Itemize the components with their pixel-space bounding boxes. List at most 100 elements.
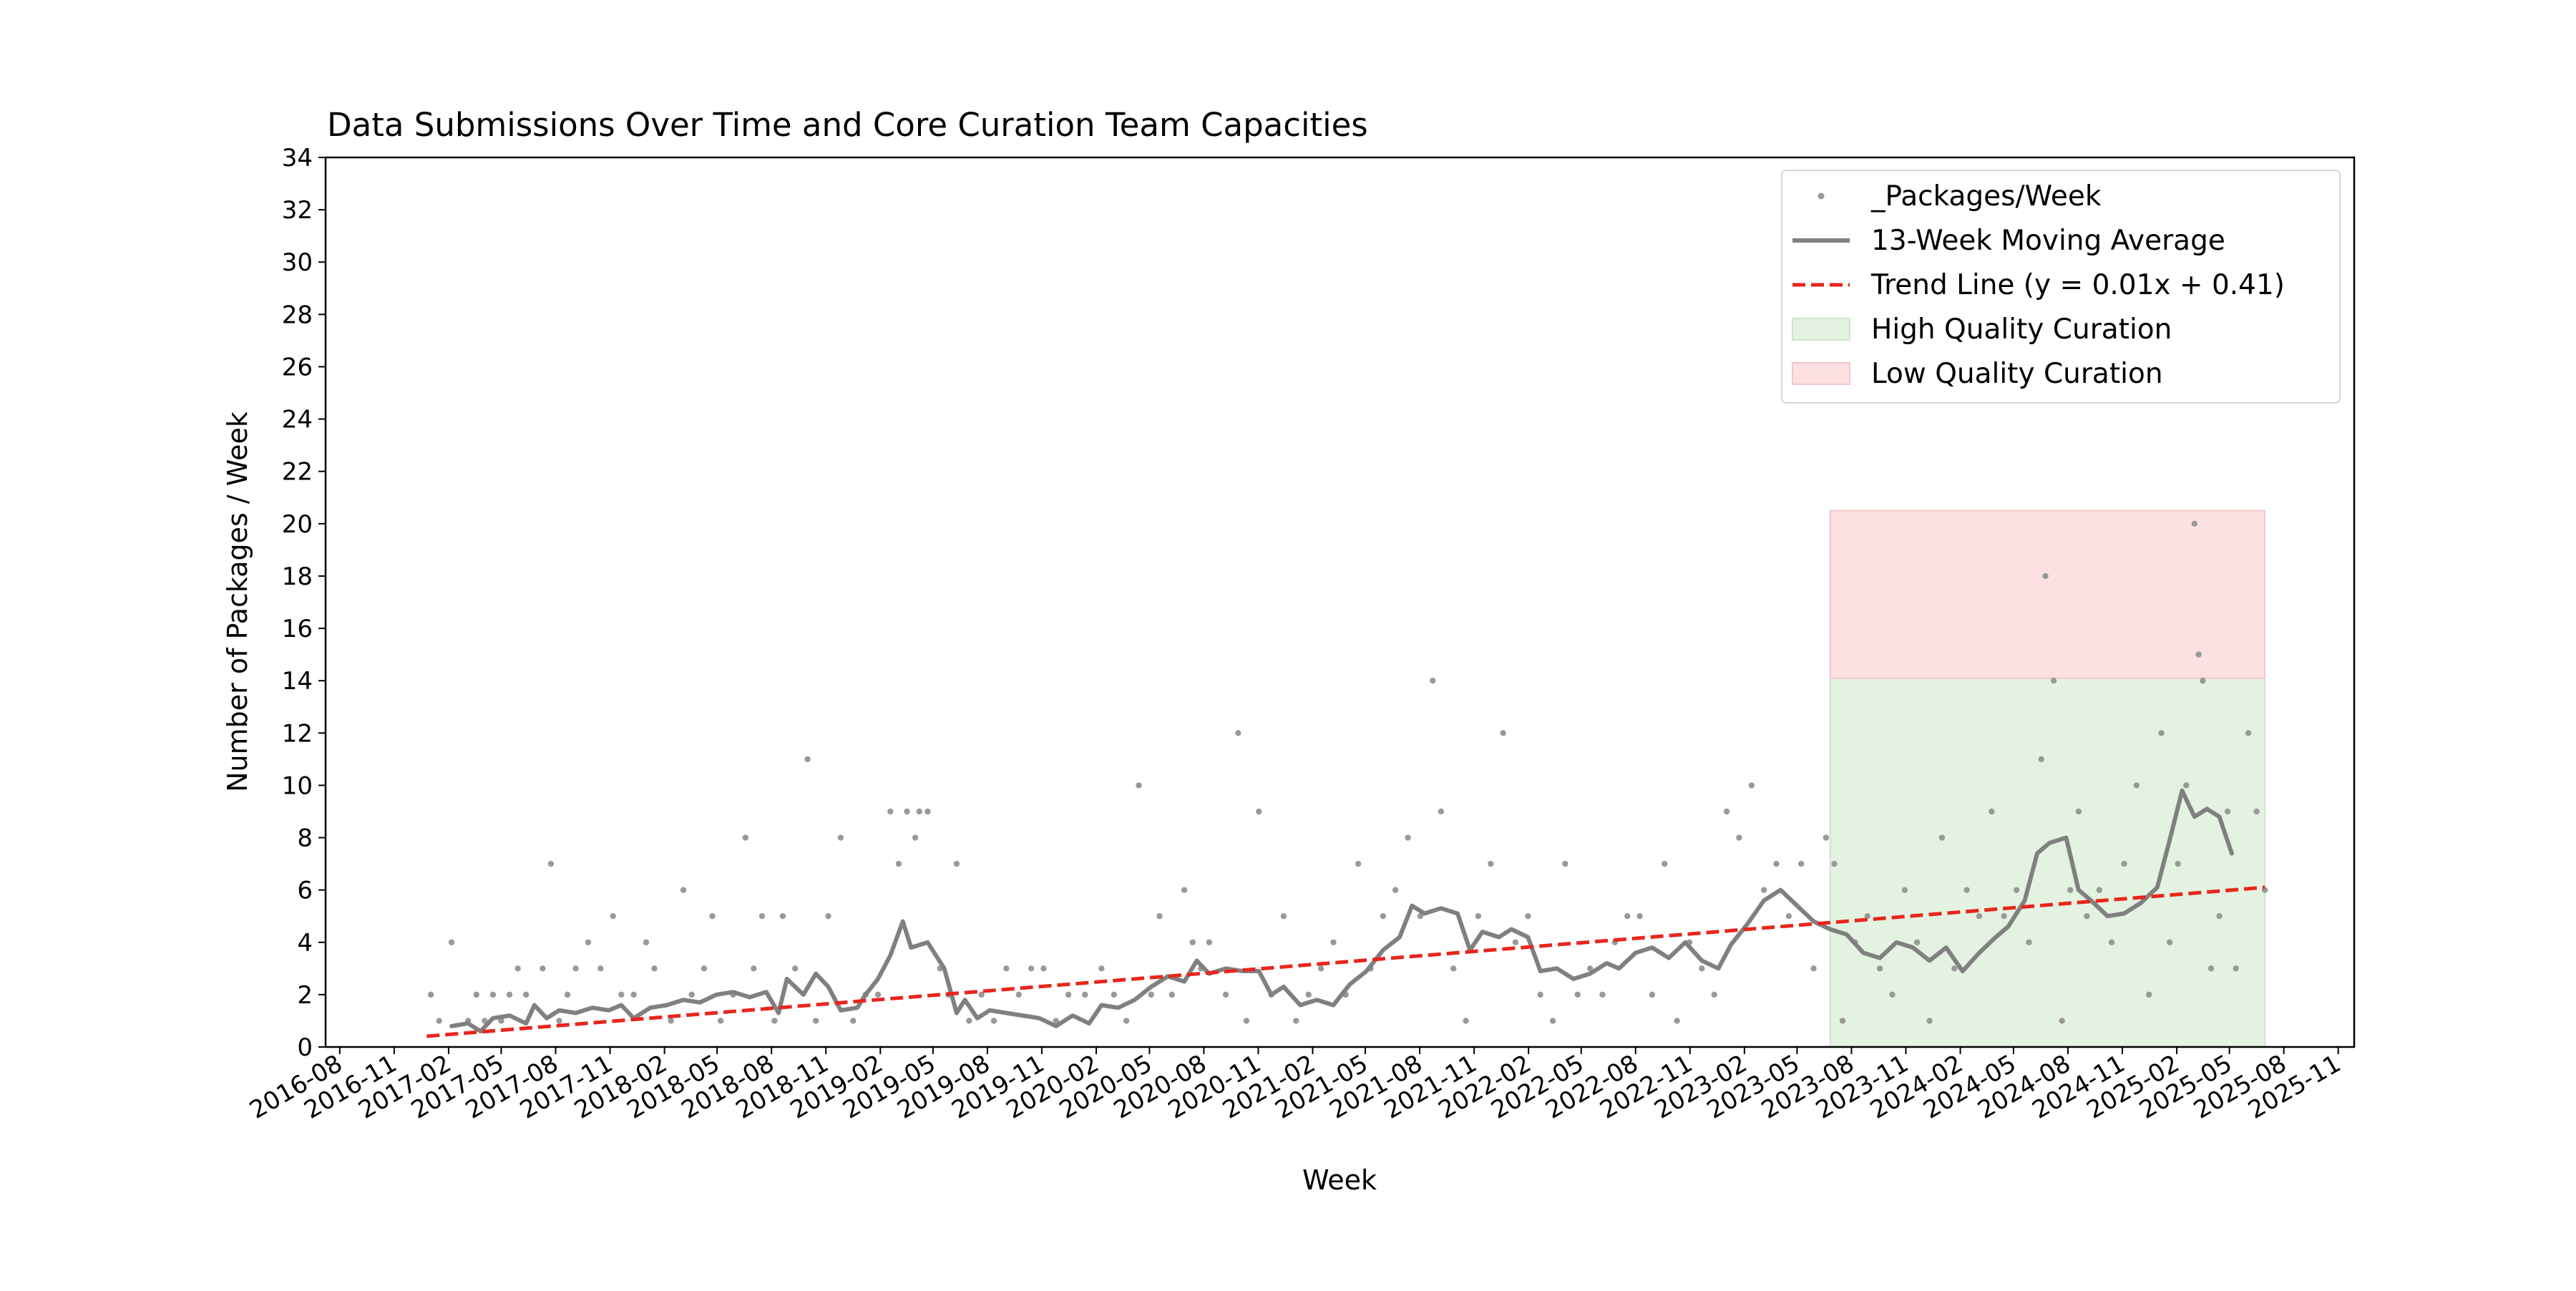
scatter-point — [1624, 913, 1631, 920]
scatter-point — [1206, 939, 1213, 945]
legend-label: High Quality Curation — [1871, 313, 2172, 346]
chart-title: Data Submissions Over Time and Core Cura… — [327, 106, 1368, 144]
scatter-point — [1222, 991, 1229, 998]
scatter-point — [651, 965, 658, 972]
scatter-point — [448, 939, 455, 945]
scatter-point — [2166, 939, 2173, 945]
scatter-point — [540, 965, 546, 972]
scatter-point — [473, 991, 479, 998]
scatter-point — [572, 965, 579, 972]
scatter-point — [751, 965, 757, 972]
y-tick-label: 18 — [282, 562, 313, 591]
scatter-point — [1015, 991, 1022, 998]
y-axis-label: Number of Packages / Week — [222, 411, 253, 792]
scatter-point — [1040, 965, 1047, 972]
scatter-point — [1028, 965, 1035, 972]
scatter-point — [1317, 965, 1324, 972]
scatter-point — [2038, 756, 2044, 763]
scatter-point — [1256, 808, 1262, 815]
scatter-point — [895, 860, 902, 867]
scatter-point — [427, 991, 434, 998]
y-tick-label: 20 — [282, 510, 313, 539]
scatter-point — [887, 808, 894, 815]
scatter-point — [498, 1018, 504, 1024]
scatter-point — [2050, 677, 2057, 684]
scatter-point — [2042, 573, 2049, 580]
legend-box — [1781, 170, 2341, 404]
y-tick-label: 2 — [297, 981, 313, 1010]
scatter-point — [1392, 887, 1399, 893]
scatter-point — [916, 808, 923, 815]
scatter-point — [1136, 782, 1142, 789]
scatter-point — [522, 991, 530, 998]
scatter-point — [1463, 1018, 1469, 1024]
scatter-point — [2121, 860, 2127, 867]
scatter-point — [1280, 913, 1287, 920]
scatter-point — [1500, 730, 1506, 736]
scatter-point — [643, 939, 650, 945]
plot-frame — [324, 156, 2356, 1048]
scatter-point — [978, 991, 985, 998]
scatter-point — [1293, 1018, 1299, 1024]
y-tick-label: 0 — [297, 1033, 313, 1062]
scatter-point — [2175, 860, 2181, 867]
legend-label: Low Quality Curation — [1871, 358, 2163, 390]
scatter-point — [1736, 834, 1742, 841]
scatter-point — [1963, 887, 1970, 893]
scatter-point — [1562, 860, 1568, 867]
y-tick-label: 4 — [297, 929, 313, 958]
scatter-point — [2096, 887, 2102, 893]
scatter-point — [2145, 991, 2152, 998]
scatter-point — [1926, 1018, 1933, 1024]
y-tick-label: 32 — [282, 196, 313, 225]
scatter-point — [564, 991, 571, 998]
scatter-point — [2216, 913, 2223, 920]
scatter-point — [701, 965, 708, 972]
y-tick-label: 8 — [297, 824, 313, 853]
scatter-point — [2075, 808, 2082, 815]
scatter-point — [1181, 887, 1188, 893]
scatter-point — [1574, 991, 1581, 998]
scatter-point — [618, 991, 625, 998]
scatter-point — [1951, 965, 1958, 972]
scatter-point — [742, 834, 749, 841]
scatter-point — [1823, 834, 1830, 841]
scatter-point — [1082, 991, 1088, 998]
scatter-point — [1330, 939, 1337, 945]
scatter-point — [1649, 991, 1656, 998]
y-tick-label: 22 — [282, 458, 313, 487]
scatter-point — [2224, 808, 2231, 815]
scatter-point — [514, 965, 521, 972]
scatter-point — [630, 991, 637, 998]
scatter-point — [2158, 730, 2165, 736]
scatter-point — [1876, 965, 1883, 972]
scatter-point — [2245, 730, 2252, 736]
scatter-point — [1123, 1018, 1130, 1024]
scatter-point — [2233, 965, 2239, 972]
scatter-point — [436, 1018, 442, 1024]
scatter-point — [990, 1018, 997, 1024]
scatter-point — [668, 1018, 674, 1024]
scatter-point — [1148, 991, 1155, 998]
scatter-point — [837, 834, 844, 841]
trend-line — [426, 885, 2265, 1038]
scatter-point — [1913, 939, 1921, 945]
y-tick-label: 34 — [282, 144, 313, 172]
scatter-point — [1810, 965, 1817, 972]
legend-marker-packages — [1818, 193, 1825, 200]
y-tick-label: 16 — [282, 615, 313, 643]
scatter-point — [1475, 913, 1482, 920]
scatter-point — [2200, 677, 2206, 684]
legend-label: _Packages/Week — [1870, 180, 2102, 213]
scatter-point — [1488, 860, 1494, 867]
scatter-point — [2191, 520, 2198, 527]
scatter-point — [966, 1018, 972, 1024]
scatter-point — [547, 860, 555, 867]
x-axis: 2016-082016-112017-022017-052017-082017-… — [245, 1047, 2346, 1125]
x-axis-label: Week — [1302, 1164, 1377, 1196]
scatter-point — [1748, 782, 1755, 789]
y-tick-label: 24 — [282, 406, 313, 434]
scatter-point — [1773, 860, 1780, 867]
scatter-point — [709, 913, 716, 920]
